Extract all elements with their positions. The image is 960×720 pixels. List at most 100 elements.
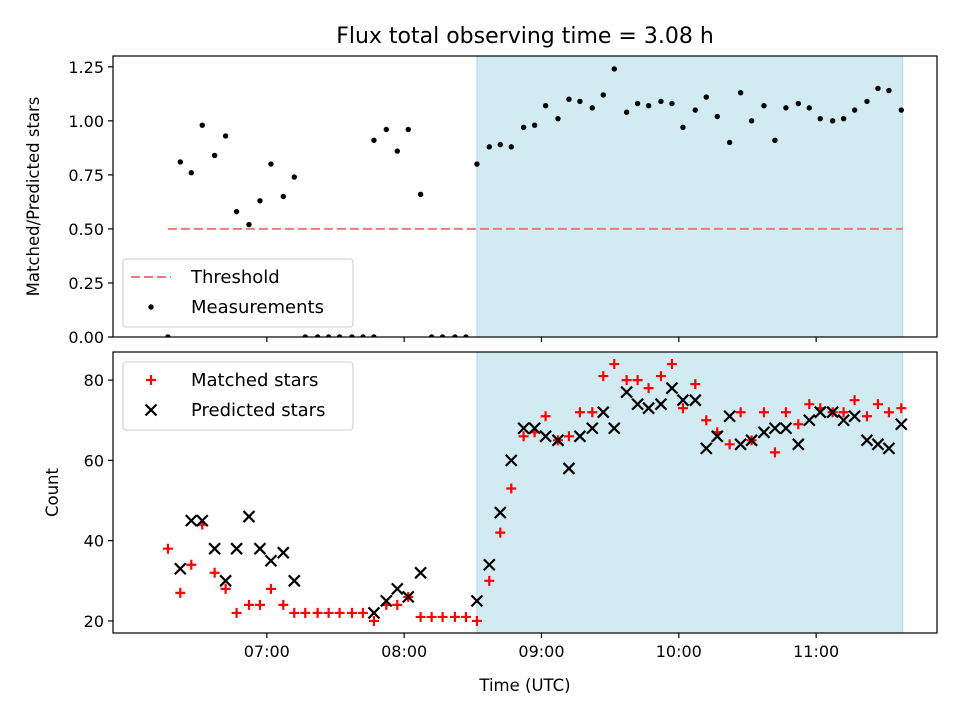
point-predicted-stars-37 — [710, 430, 724, 443]
point-matched-stars-50 — [735, 407, 746, 418]
point-predicted-stars-28 — [607, 421, 621, 435]
point-matched-stars-30 — [506, 483, 517, 494]
point-predicted-stars-27 — [597, 405, 610, 419]
point-matched-stars-35 — [563, 431, 574, 442]
point-measurements-21 — [394, 148, 400, 154]
point-measurements-47 — [692, 107, 698, 113]
point-matched-stars-29 — [495, 527, 506, 538]
y-tick-label: 80 — [84, 371, 104, 390]
y-tick-label: 1.25 — [68, 58, 104, 77]
point-measurements-1 — [177, 159, 183, 165]
axes-frame — [112, 55, 938, 338]
point-measurements-12 — [302, 334, 308, 337]
point-measurements-24 — [428, 334, 435, 337]
point-predicted-stars-31 — [642, 401, 655, 415]
point-predicted-stars-43 — [779, 421, 793, 435]
point-matched-stars-13 — [312, 607, 323, 618]
point-measurements-45 — [669, 100, 675, 107]
point-predicted-stars-25 — [573, 430, 587, 443]
point-measurements-13 — [314, 334, 321, 337]
point-matched-stars-41 — [632, 375, 643, 386]
point-predicted-stars-30 — [631, 397, 644, 411]
point-measurements-10 — [280, 193, 286, 200]
point-predicted-stars-5 — [230, 542, 243, 555]
y-tick-label: 40 — [84, 532, 104, 551]
y-tick-label: 0.50 — [68, 220, 104, 239]
point-predicted-stars-53 — [895, 417, 908, 431]
point-matched-stars-52 — [758, 407, 769, 418]
point-measurements-29 — [486, 144, 492, 150]
data-points — [165, 66, 904, 337]
panel-ratio: 0.00 0.25 0.50 0.75 1.00 1.25 Matched/Predicte… — [24, 55, 938, 347]
legend-box — [122, 258, 354, 328]
point-predicted-stars-6 — [242, 510, 256, 523]
point-matched-stars-43 — [655, 371, 666, 382]
point-matched-stars-26 — [460, 611, 471, 622]
point-measurements-44 — [658, 98, 664, 105]
point-predicted-stars-10 — [288, 574, 301, 588]
point-predicted-stars-42 — [768, 421, 782, 435]
point-matched-stars-14 — [323, 607, 334, 618]
point-matched-stars-25 — [449, 611, 460, 622]
point-matched-stars-18 — [368, 615, 379, 626]
point-matched-stars-53 — [769, 447, 780, 458]
point-measurements-19 — [371, 137, 377, 143]
point-predicted-stars-24 — [562, 462, 576, 475]
point-measurements-35 — [555, 115, 561, 122]
point-predicted-stars-34 — [676, 393, 690, 407]
point-matched-stars-56 — [804, 399, 815, 410]
point-predicted-stars-44 — [792, 438, 805, 451]
point-matched-stars-38 — [598, 371, 609, 382]
point-predicted-stars-1 — [185, 514, 198, 527]
point-matched-stars-54 — [780, 407, 791, 418]
point-matched-stars-44 — [666, 359, 677, 370]
point-predicted-stars-18 — [494, 506, 507, 519]
point-measurements-32 — [520, 124, 527, 131]
point-measurements-50 — [726, 139, 733, 146]
point-matched-stars-33 — [540, 411, 551, 422]
point-matched-stars-7 — [243, 599, 254, 610]
point-matched-stars-61 — [861, 411, 872, 422]
point-measurements-40 — [611, 66, 617, 72]
point-measurements-4 — [211, 152, 218, 159]
x-tick-label: 11:00 — [793, 642, 839, 661]
point-predicted-stars-38 — [723, 409, 736, 423]
point-measurements-38 — [589, 105, 595, 111]
point-matched-stars-0 — [162, 543, 173, 554]
point-predicted-stars-19 — [504, 454, 518, 467]
point-measurements-63 — [875, 85, 881, 92]
point-predicted-stars-21 — [528, 421, 541, 435]
point-matched-stars-20 — [392, 599, 403, 610]
point-measurements-14 — [325, 334, 332, 337]
point-matched-stars-46 — [690, 379, 701, 390]
data-points — [162, 359, 908, 626]
point-predicted-stars-2 — [195, 514, 209, 527]
observing-window-shade — [476, 351, 904, 634]
point-measurements-57 — [806, 105, 812, 111]
point-measurements-61 — [851, 107, 858, 113]
x-tick-label: 10:00 — [656, 642, 702, 661]
point-matched-stars-9 — [265, 583, 276, 594]
point-predicted-stars-11 — [367, 606, 381, 620]
point-predicted-stars-26 — [586, 421, 599, 435]
point-matched-stars-22 — [415, 611, 426, 622]
point-predicted-stars-4 — [219, 574, 232, 588]
point-matched-stars-27 — [471, 615, 482, 626]
y-axis-title: Matched/Predicted stars — [24, 97, 43, 297]
point-measurements-22 — [405, 126, 411, 133]
point-measurements-15 — [336, 334, 343, 337]
point-matched-stars-45 — [677, 403, 688, 414]
point-predicted-stars-0 — [174, 562, 187, 576]
point-predicted-stars-49 — [848, 409, 861, 423]
point-matched-stars-49 — [724, 439, 735, 450]
point-predicted-stars-22 — [539, 430, 552, 443]
point-measurements-28 — [474, 161, 480, 167]
point-matched-stars-17 — [357, 607, 368, 618]
point-predicted-stars-8 — [264, 554, 278, 568]
point-measurements-43 — [645, 103, 652, 109]
point-predicted-stars-35 — [689, 393, 702, 407]
point-measurements-51 — [737, 90, 744, 96]
point-measurements-34 — [542, 103, 549, 109]
axes-frame — [112, 351, 938, 634]
y-tick-label: 1.00 — [68, 112, 104, 131]
